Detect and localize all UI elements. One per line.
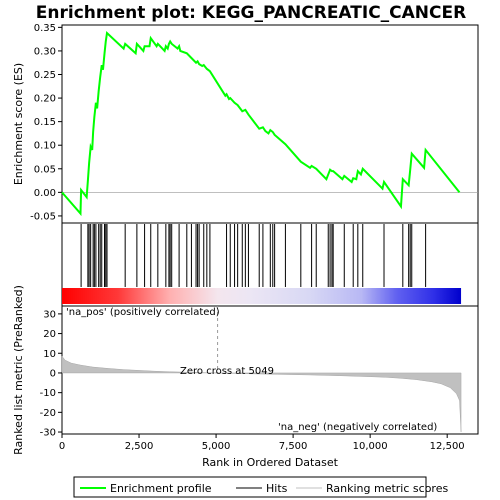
x-tick-label: 5,000	[202, 441, 231, 452]
es-y-tick-label: 0.05	[34, 164, 56, 175]
es-y-tick-label: 0.35	[34, 23, 56, 34]
es-y-tick-label: 0.25	[34, 70, 56, 81]
metric-y-tick-label: 0	[50, 368, 56, 379]
metric-x-axis: 0 2,500 5,000 7,500 10,000 12,500	[59, 434, 465, 452]
es-y-tick-label: -0.05	[30, 211, 56, 222]
positive-correlation-label: 'na_pos' (positively correlated)	[66, 307, 220, 318]
x-tick-label: 2,500	[125, 441, 154, 452]
metric-y-tick-label: 30	[43, 309, 56, 320]
x-tick-label: 10,000	[353, 441, 388, 452]
legend-metric-label: Ranking metric scores	[326, 482, 448, 495]
ranking-color-band	[62, 288, 461, 304]
legend: Enrichment profile Hits Ranking metric s…	[74, 477, 448, 497]
es-y-tick-label: 0.30	[34, 46, 56, 57]
es-y-tick-label: 0.15	[34, 117, 56, 128]
x-tick-label: 7,500	[279, 441, 308, 452]
es-y-tick-label: 0.00	[34, 188, 56, 199]
metric-y-tick-label: -10	[40, 388, 56, 399]
metric-y-axis: -30 -20 -10 0 10 20 30	[40, 309, 62, 438]
chart-title: Enrichment plot: KEGG_PANCREATIC_CANCER	[36, 3, 466, 23]
metric-y-tick-label: -20	[40, 408, 56, 419]
metric-y-tick-label: -30	[40, 428, 56, 439]
x-tick-label: 0	[59, 441, 65, 452]
metric-y-tick-label: 20	[43, 329, 56, 340]
legend-profile-label: Enrichment profile	[110, 482, 212, 495]
zero-cross-label: Zero cross at 5049	[180, 366, 274, 377]
x-axis-label: Rank in Ordered Dataset	[202, 456, 339, 469]
negative-correlation-label: 'na_neg' (negatively correlated)	[278, 422, 437, 433]
hits-panel	[62, 223, 478, 306]
metric-y-tick-label: 10	[43, 349, 56, 360]
metric-panel: -30 -20 -10 0 10 20 30 0 2,500 5,000 7,500 10,000 1…	[12, 285, 478, 469]
metric-y-axis-label: Ranked list metric (PreRanked)	[12, 285, 25, 455]
legend-hits-label: Hits	[266, 482, 288, 495]
x-tick-label: 12,500	[430, 441, 465, 452]
es-y-axis-label: Enrichment score (ES)	[12, 63, 25, 185]
es-y-axis: -0.05 0.00 0.05 0.10 0.15 0.20 0.25 0.30 0.35	[30, 23, 62, 223]
es-panel-frame	[62, 25, 478, 223]
es-panel: -0.05 0.00 0.05 0.10 0.15 0.20 0.25 0.30 0.35 En…	[12, 23, 478, 223]
es-y-tick-label: 0.20	[34, 94, 56, 105]
es-y-tick-label: 0.10	[34, 141, 56, 152]
